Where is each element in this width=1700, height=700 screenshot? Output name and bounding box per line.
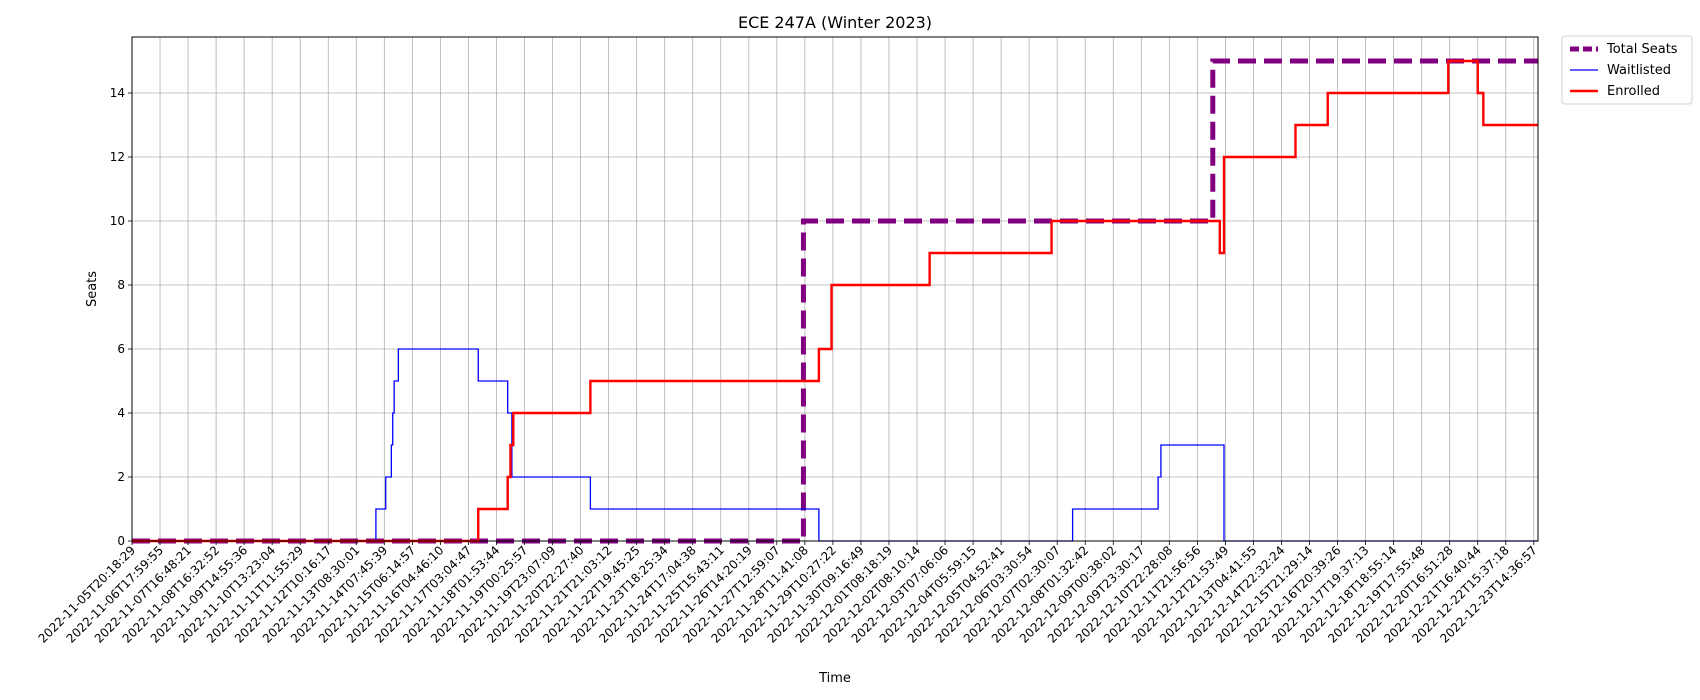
y-tick-label: 10 [110, 214, 125, 228]
y-tick-label: 4 [117, 406, 125, 420]
y-axis-label: Seats [85, 271, 100, 307]
legend-label: Total Seats [1606, 42, 1678, 57]
series-line-enrolled [132, 59, 1538, 543]
y-tick-label: 14 [110, 86, 125, 100]
legend-label: Waitlisted [1607, 63, 1671, 78]
legend-box [1561, 35, 1693, 105]
series-line-waitlisted [132, 348, 1538, 542]
y-tick-label: 6 [117, 342, 125, 356]
y-tick-label: 2 [117, 470, 125, 484]
legend-label: Enrolled [1607, 84, 1660, 99]
chart-title: ECE 247A (Winter 2023) [738, 13, 932, 32]
y-tick-label: 12 [110, 150, 125, 164]
y-tick-label: 8 [117, 278, 125, 292]
y-axis-ticks: 0 2 4 6 8 10 12 14 [110, 86, 132, 548]
y-tick-label: 0 [117, 534, 125, 548]
x-axis-label: Time [818, 671, 851, 686]
legend: Total Seats Waitlisted Enrolled [1561, 35, 1693, 105]
plot-area-frame [131, 36, 1539, 542]
